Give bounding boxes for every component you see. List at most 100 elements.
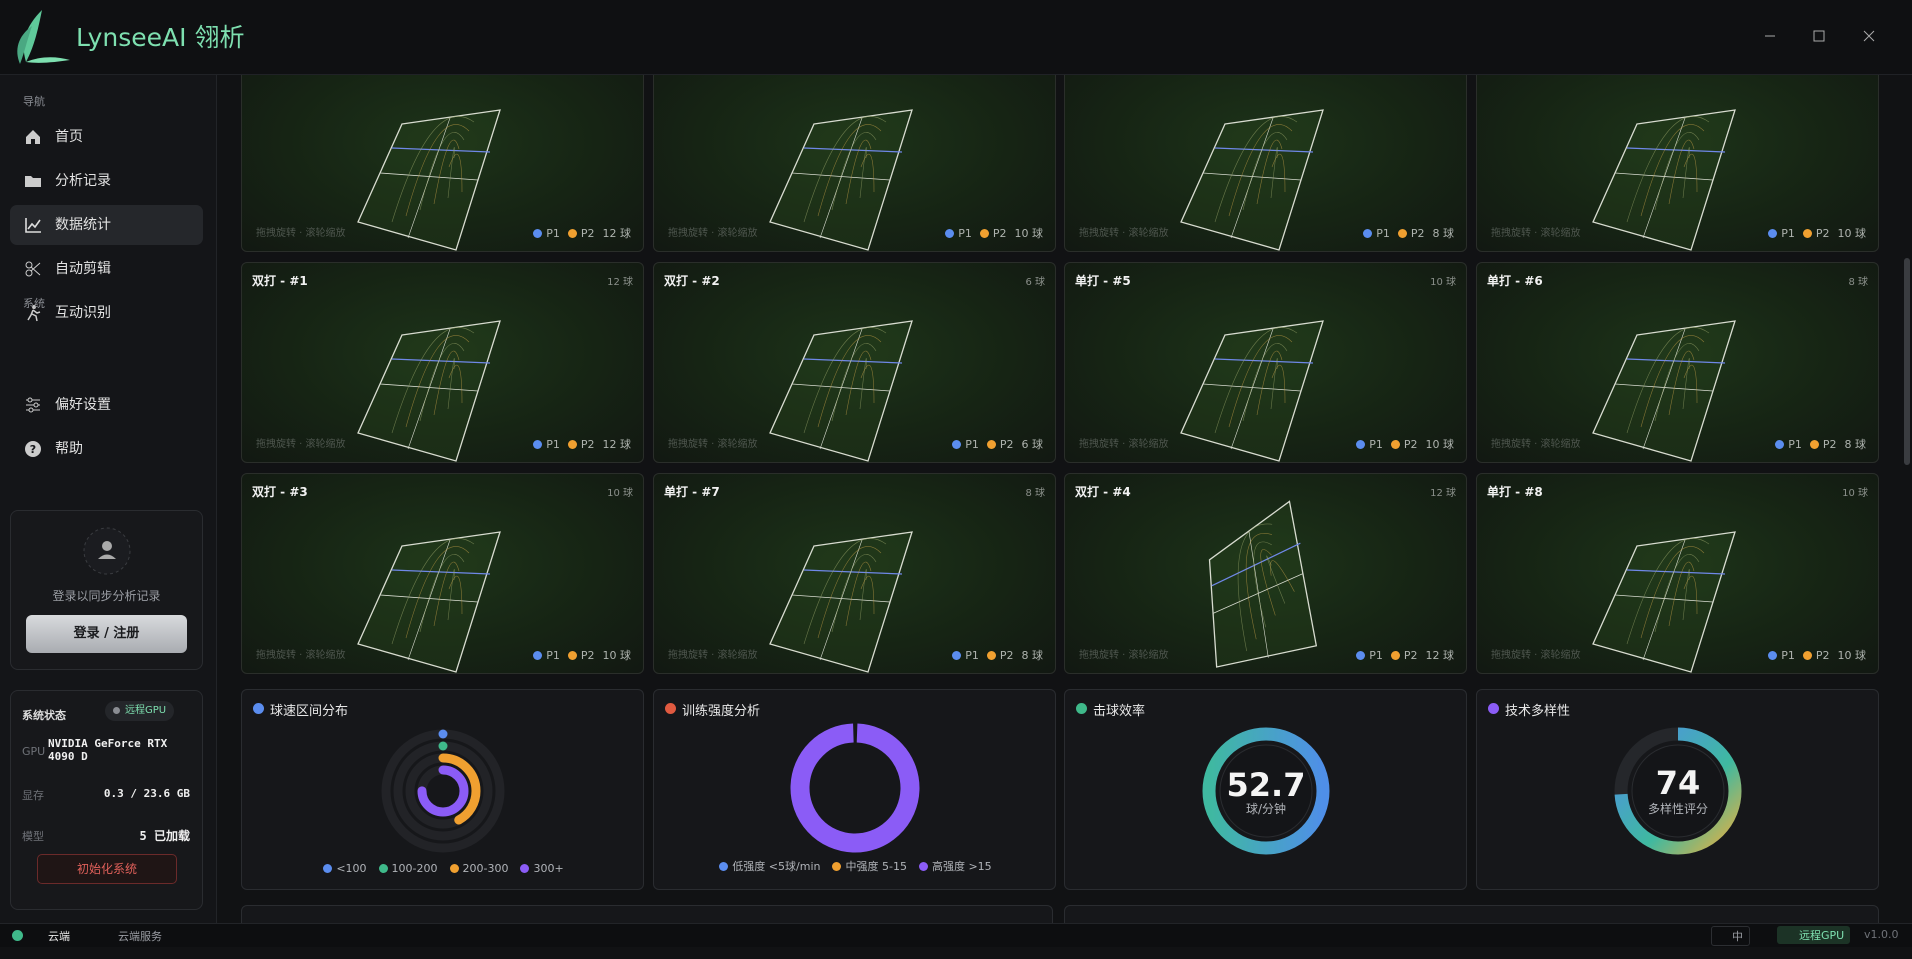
scrollbar[interactable] [1904, 258, 1910, 465]
stat-card: 技术多样性 74 多样性评分 [1476, 689, 1879, 890]
sidebar: 导航 首页 分析记录 数据统计 自动剪辑 互动识别 系统 偏好设置 ? 帮助 登录… [0, 75, 217, 923]
service-label[interactable]: 云端服务 [118, 930, 162, 943]
nav-label: 分析记录 [55, 173, 111, 189]
court-card[interactable]: 双打 - #3 10 球拖拽旋转 · 滚轮缩放 P1 P2 10 球 [241, 473, 644, 674]
trajectory [405, 546, 470, 639]
trajectory [1654, 343, 1700, 422]
nav-item[interactable]: 偏好设置 [10, 385, 203, 425]
legend-dot [567, 439, 577, 449]
ring-track [381, 729, 505, 853]
legend-count: 12 球 [602, 227, 632, 240]
trajectory [433, 350, 460, 416]
player-legend: P1 P2 10 球 [1768, 647, 1866, 663]
court-card[interactable]: 拖拽旋转 · 滚轮缩放 P1 P2 10 球 [1476, 75, 1879, 252]
ok-icon [12, 930, 23, 941]
ball-count: 6 球 [1025, 277, 1045, 288]
legend-dot [567, 650, 577, 660]
legend-dot [1802, 650, 1812, 660]
court-view [769, 109, 913, 251]
card-hint: 拖拽旋转 · 滚轮缩放 [256, 439, 346, 450]
court-card[interactable]: 拖拽旋转 · 滚轮缩放 P1 P2 10 球 [653, 75, 1056, 252]
court-card[interactable]: 拖拽旋转 · 滚轮缩放 P1 P2 12 球 [241, 75, 644, 252]
status-label: GPU [22, 745, 46, 758]
trajectory [845, 350, 872, 416]
legend-label: P2 [1815, 648, 1830, 662]
nav-label: 帮助 [55, 441, 83, 457]
legend-dot [533, 650, 543, 660]
court-card[interactable]: 双打 - #4 12 球拖拽旋转 · 滚轮缩放 P1 P2 12 球 [1064, 473, 1467, 674]
trajectory [391, 116, 475, 223]
status-label: 模型 [22, 830, 44, 843]
login-prompt: 登录以同步分析记录 [52, 589, 161, 603]
legend-label: P2 [1815, 226, 1830, 240]
legend-count: 8 球 [1432, 227, 1455, 240]
card-title: 单打 - #5 [1075, 274, 1131, 288]
card-hint: 拖拽旋转 · 滚轮缩放 [1079, 228, 1169, 239]
radial-bar [381, 729, 505, 853]
court-line [407, 117, 451, 239]
trajectory [860, 575, 875, 615]
court-card[interactable]: 单打 - #8 10 球拖拽旋转 · 滚轮缩放 P1 P2 10 球 [1476, 473, 1879, 674]
trajectory [1271, 364, 1286, 404]
court [1208, 500, 1318, 668]
nav-item[interactable]: 首页 [10, 117, 203, 157]
nav-item[interactable]: 分析记录 [10, 161, 203, 201]
legend-dot [1768, 228, 1778, 238]
stat-icon [665, 703, 676, 714]
court [357, 109, 501, 251]
nav-item[interactable]: ? 帮助 [10, 429, 203, 469]
trajectory [1270, 560, 1295, 592]
legend-label: P2 [1403, 648, 1418, 662]
court [357, 320, 501, 462]
legend-label: 低强度 <5球/min [732, 860, 821, 873]
court-card[interactable]: 双打 - #2 6 球拖拽旋转 · 滚轮缩放 P1 P2 6 球 [653, 262, 1056, 463]
trajectory [1683, 575, 1698, 615]
nav-item[interactable]: 互动识别 [10, 293, 203, 333]
app-name: LynseeAI 翎析 [76, 23, 245, 52]
court-card[interactable]: 单打 - #5 10 球拖拽旋转 · 滚轮缩放 P1 P2 10 球 [1064, 262, 1467, 463]
legend-label: P1 [965, 437, 979, 451]
trajectory [1266, 555, 1286, 604]
net-line [391, 569, 491, 575]
legend-label: 中强度 5-15 [845, 860, 907, 873]
nav-item[interactable]: 自动剪辑 [10, 249, 203, 289]
init-button[interactable]: 初始化系统 [37, 854, 177, 884]
login-button[interactable]: 登录 / 注册 [26, 615, 187, 653]
court-card[interactable]: 单打 - #6 8 球拖拽旋转 · 滚轮缩放 P1 P2 8 球 [1476, 262, 1879, 463]
court [1592, 531, 1736, 673]
nav-item[interactable]: 数据统计 [10, 205, 203, 245]
legend-dot [1809, 439, 1819, 449]
gpu-status[interactable]: 远程GPU [1777, 926, 1851, 944]
lang-switch[interactable]: 中 [1711, 926, 1750, 946]
legend-item: 300+ [520, 862, 564, 875]
court-line [1230, 328, 1274, 450]
trajectory [1626, 538, 1710, 645]
court-card[interactable]: 单打 - #7 8 球拖拽旋转 · 滚轮缩放 P1 P2 8 球 [653, 473, 1056, 674]
cloud-label[interactable]: 云端 [48, 930, 70, 943]
trajectory [859, 569, 867, 621]
court-outline [1592, 109, 1736, 251]
trajectory [817, 124, 882, 217]
player-legend: P1 P2 8 球 [952, 647, 1043, 663]
window-controls[interactable] [1755, 25, 1905, 47]
trajectory [1214, 116, 1298, 223]
legend-dot [533, 228, 543, 238]
trajectory [419, 132, 465, 211]
stat-title: 球速区间分布 [270, 704, 349, 719]
court-line [819, 117, 863, 239]
trajectory [1242, 343, 1288, 422]
court-view [357, 320, 501, 462]
trajectory [1640, 124, 1705, 217]
badge-label: 远程GPU [125, 705, 167, 716]
trajectory [419, 343, 465, 422]
trajectory [1683, 153, 1698, 193]
player-legend: P1 P2 10 球 [533, 647, 631, 663]
court-card[interactable]: 双打 - #1 12 球拖拽旋转 · 滚轮缩放 P1 P2 12 球 [241, 262, 644, 463]
court-card[interactable]: 拖拽旋转 · 滚轮缩放 P1 P2 8 球 [1064, 75, 1467, 252]
radial-bar [417, 765, 469, 817]
trajectory [860, 364, 875, 404]
legend-dot [378, 864, 388, 873]
court-view [357, 109, 501, 251]
net-line [803, 569, 903, 575]
legend-dot [979, 228, 989, 238]
